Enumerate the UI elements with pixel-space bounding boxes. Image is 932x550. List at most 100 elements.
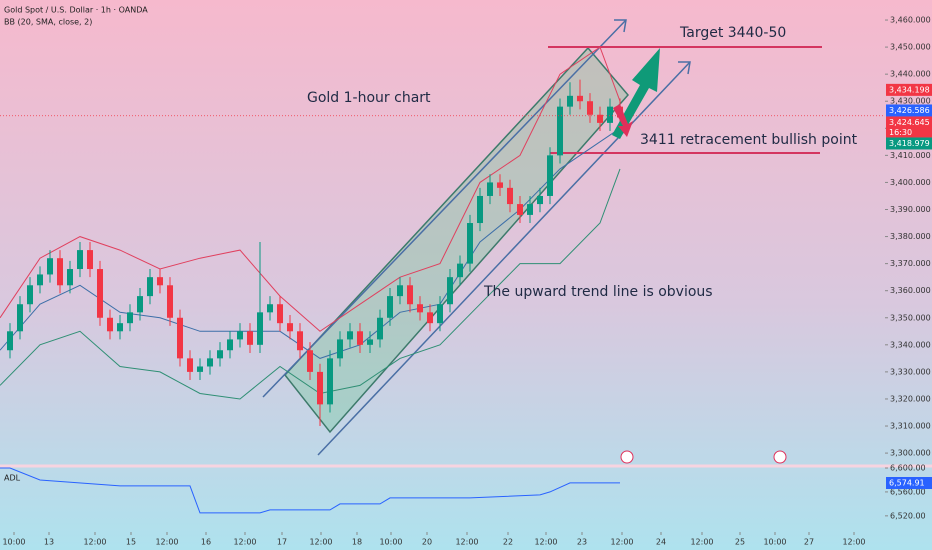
price-label-box xyxy=(886,116,932,138)
candle-body xyxy=(377,317,383,340)
candle-body xyxy=(257,312,263,345)
annotation: Gold 1-hour chart xyxy=(307,90,431,106)
pullback-arrow xyxy=(613,104,633,137)
x-tick-label: 10:00 xyxy=(2,538,25,547)
candle-body xyxy=(527,204,533,215)
x-tick-label: 12:00 xyxy=(233,538,256,547)
x-tick-label: 23 xyxy=(577,538,587,547)
y-tick-label: 3,310.000 xyxy=(890,422,931,431)
x-tick-label: 12:00 xyxy=(309,538,332,547)
y-tick-label: 3,330.000 xyxy=(890,367,931,376)
candle-body xyxy=(587,101,593,115)
x-tick-label: 12:00 xyxy=(842,538,865,547)
x-tick-label: 12:00 xyxy=(610,538,633,547)
y-tick-label: 3,340.000 xyxy=(890,340,931,349)
y-tick-label: 3,360.000 xyxy=(890,286,931,295)
candle-body xyxy=(7,331,13,351)
candle-body xyxy=(277,304,283,324)
y-tick-label: 3,300.000 xyxy=(890,449,931,458)
y-tick-label: 3,430.000 xyxy=(890,97,931,106)
x-tick-label: 12:00 xyxy=(455,538,478,547)
candle-body xyxy=(207,358,213,367)
candle-body xyxy=(267,304,273,313)
candle-body xyxy=(387,296,393,318)
candle-body xyxy=(427,312,433,324)
x-tick-label: 10:00 xyxy=(379,538,402,547)
candle-body xyxy=(87,250,93,270)
candle-body xyxy=(537,195,543,205)
event-icon[interactable] xyxy=(620,450,634,464)
y-tick-label: 3,400.000 xyxy=(890,178,931,187)
candle-body xyxy=(297,331,303,351)
candle-body xyxy=(417,304,423,313)
y-tick-label: 3,320.000 xyxy=(890,394,931,403)
price-label-box xyxy=(886,137,932,150)
candle-body xyxy=(227,339,233,351)
candle-body xyxy=(327,358,333,405)
candle-body xyxy=(47,258,53,275)
price-label: 3,424.645 xyxy=(889,118,930,127)
annotation: 3411 retracement bullish point xyxy=(640,132,858,148)
candle-body xyxy=(157,277,163,286)
candle-body xyxy=(307,350,313,372)
x-tick-label: 12:00 xyxy=(155,538,178,547)
candle-body xyxy=(607,106,613,123)
candle-body xyxy=(507,187,513,205)
candle-body xyxy=(177,317,183,359)
candle-body xyxy=(467,223,473,264)
price-label: 3,418.979 xyxy=(889,139,930,148)
adl-title: ADL xyxy=(4,474,21,483)
x-tick-label: 13 xyxy=(44,538,54,547)
y-tick-label: 3,390.000 xyxy=(890,205,931,214)
candle-body xyxy=(547,155,553,196)
countdown: 16:30 xyxy=(889,128,912,137)
candle-body xyxy=(497,182,503,188)
y-tick-label: 3,460.000 xyxy=(890,16,931,25)
candle-body xyxy=(487,182,493,196)
y-tick-label: 6,600.00 xyxy=(890,463,926,472)
candle-body xyxy=(457,263,463,278)
price-label: 3,426.586 xyxy=(889,106,930,115)
candle-body xyxy=(67,269,73,286)
price-label-box xyxy=(886,83,932,96)
candle-body xyxy=(557,106,563,156)
bollinger-mid xyxy=(0,127,621,359)
x-tick-label: 27 xyxy=(804,538,814,547)
x-tick-label: 25 xyxy=(735,538,745,547)
bollinger-upper xyxy=(0,46,621,332)
candle-body xyxy=(137,296,143,313)
adl-line xyxy=(0,467,620,514)
y-tick-label: 3,370.000 xyxy=(890,259,931,268)
candle-body xyxy=(237,331,243,340)
x-tick-label: 16 xyxy=(201,538,211,547)
x-tick-label: 12:00 xyxy=(83,538,106,547)
x-tick-label: 12:00 xyxy=(690,538,713,547)
candle-body xyxy=(167,285,173,318)
event-icon[interactable] xyxy=(773,450,787,464)
candle-body xyxy=(27,285,33,305)
candle-body xyxy=(107,317,113,332)
candle-body xyxy=(517,204,523,215)
arrow-head xyxy=(614,19,627,33)
annotation: Target 3440-50 xyxy=(679,25,786,41)
candle-body xyxy=(367,339,373,345)
x-tick-label: 24 xyxy=(656,538,666,547)
annotation: The upward trend line is obvious xyxy=(483,284,713,300)
y-tick-label: 6,520.00 xyxy=(890,511,926,520)
candle-body xyxy=(37,274,43,286)
x-tick-label: 18 xyxy=(352,538,362,547)
candle-body xyxy=(57,258,63,286)
chart-title: Gold Spot / U.S. Dollar · 1h · OANDA xyxy=(4,6,148,15)
candle-body xyxy=(357,331,363,345)
y-tick-label: 3,440.000 xyxy=(890,70,931,79)
candle-body xyxy=(397,285,403,297)
x-tick-label: 20 xyxy=(422,538,432,547)
candle-body xyxy=(567,95,573,107)
price-label: 3,434.198 xyxy=(889,85,930,94)
candle-body xyxy=(477,195,483,224)
y-tick-label: 3,350.000 xyxy=(890,313,931,322)
y-tick-label: 3,380.000 xyxy=(890,232,931,241)
candle-body xyxy=(127,312,133,324)
x-tick-label: 12:00 xyxy=(534,538,557,547)
